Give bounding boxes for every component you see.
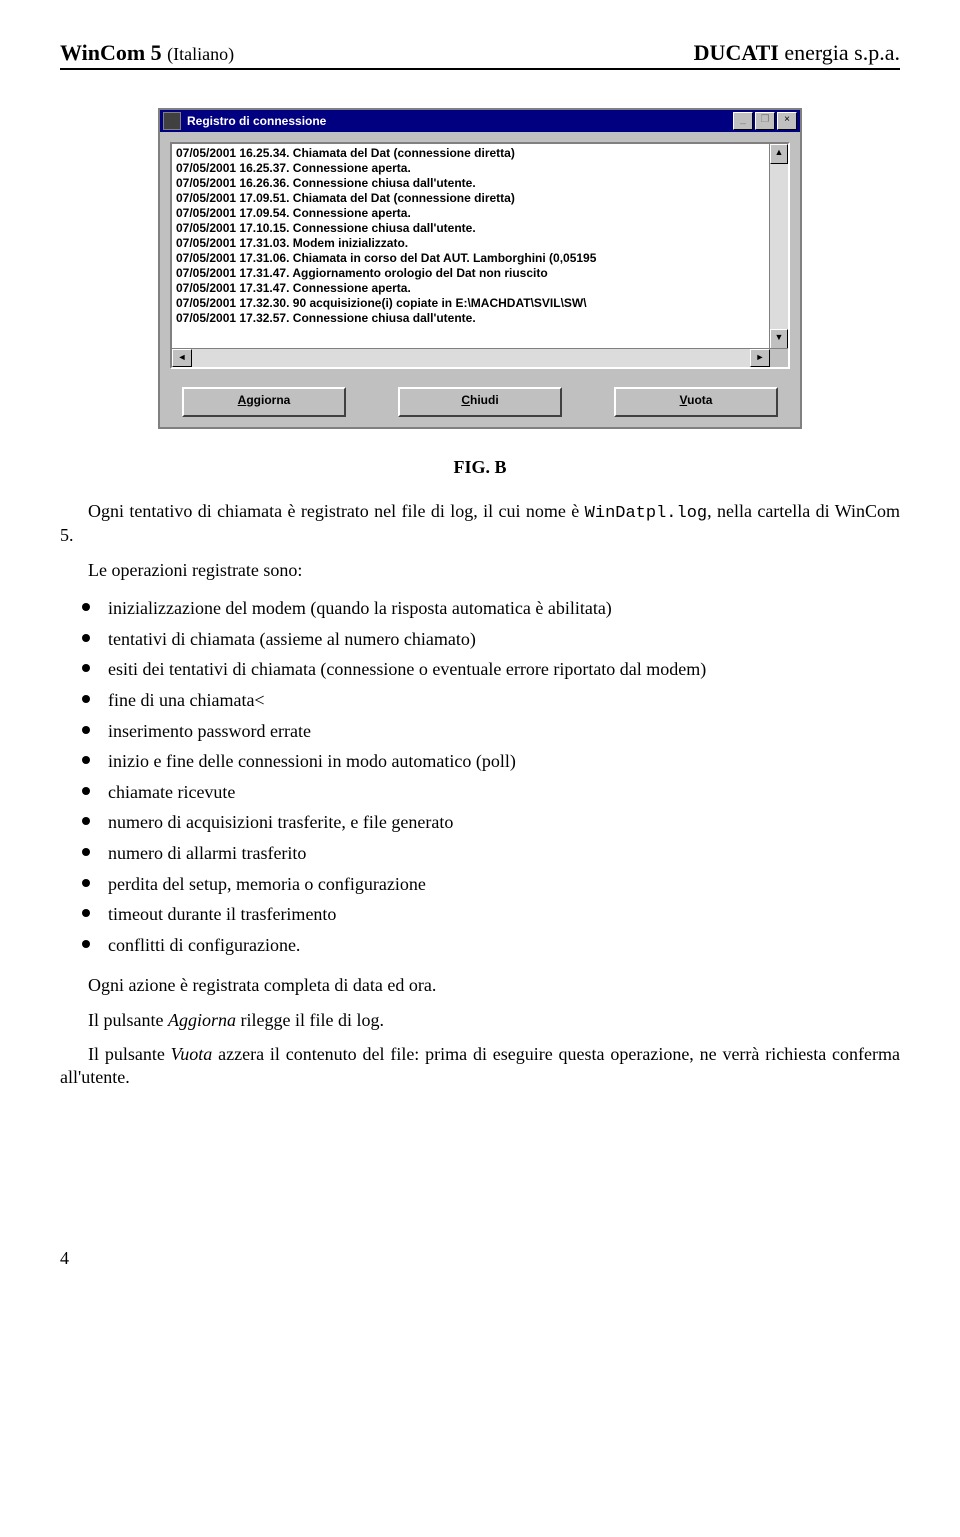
log-line: 07/05/2001 17.32.57. Connessione chiusa … [176, 311, 784, 326]
tail-p3-em: Vuota [171, 1044, 213, 1064]
maximize-button[interactable]: ❐ [755, 112, 775, 130]
log-textarea[interactable]: 07/05/2001 16.25.34. Chiamata del Dat (c… [172, 144, 788, 348]
scroll-up-icon[interactable]: ▲ [770, 144, 788, 164]
tail-p2-post: rilegge il file di log. [236, 1010, 384, 1030]
refresh-label: ggiorna [246, 393, 290, 407]
company-suffix: energia s.p.a. [779, 40, 900, 65]
log-line: 07/05/2001 17.09.51. Chiamata del Dat (c… [176, 191, 784, 206]
tail-p3-pre: Il pulsante [88, 1044, 171, 1064]
empty-button[interactable]: Vuota [614, 387, 778, 417]
log-filename: WinDatpl.log [585, 504, 707, 523]
intro-text-1: Ogni tentativo di chiamata è registrato … [88, 501, 585, 521]
button-row: Aggiorna Chiudi Vuota [170, 387, 790, 417]
log-line: 07/05/2001 17.32.30. 90 acquisizione(i) … [176, 296, 784, 311]
scroll-right-icon[interactable]: ► [750, 349, 770, 367]
close-button[interactable]: Chiudi [398, 387, 562, 417]
window-controls: _ ❐ × [733, 112, 797, 130]
header-right: DUCATI energia s.p.a. [694, 40, 900, 66]
log-textarea-frame: 07/05/2001 16.25.34. Chiamata del Dat (c… [170, 142, 790, 369]
list-item: timeout durante il trasferimento [60, 899, 900, 930]
list-item: numero di acquisizioni trasferite, e fil… [60, 807, 900, 838]
list-item: esiti dei tentativi di chiamata (conness… [60, 654, 900, 685]
window-title: Registro di connessione [187, 114, 733, 128]
list-item: conflitti di configurazione. [60, 930, 900, 961]
list-item: inserimento password errate [60, 716, 900, 747]
list-item: inizializzazione del modem (quando la ri… [60, 593, 900, 624]
scroll-down-icon[interactable]: ▼ [770, 329, 788, 349]
page-number: 4 [60, 1248, 900, 1269]
close-label: hiudi [470, 393, 499, 407]
tail-p2: Il pulsante Aggiorna rilegge il file di … [60, 1009, 900, 1032]
list-item: chiamate ricevute [60, 777, 900, 808]
tail-p2-em: Aggiorna [168, 1010, 236, 1030]
product-lang: (Italiano) [167, 44, 234, 64]
log-line: 07/05/2001 17.09.54. Connessione aperta. [176, 206, 784, 221]
page-header: WinCom 5 (Italiano) DUCATI energia s.p.a… [60, 40, 900, 70]
empty-label: uota [687, 393, 712, 407]
log-line: 07/05/2001 17.31.47. Aggiornamento orolo… [176, 266, 784, 281]
app-icon [163, 112, 181, 130]
horizontal-scrollbar[interactable]: ◄ ► [172, 348, 788, 367]
minimize-button[interactable]: _ [733, 112, 753, 130]
list-item: numero di allarmi trasferito [60, 838, 900, 869]
log-line: 07/05/2001 16.25.37. Connessione aperta. [176, 161, 784, 176]
refresh-button[interactable]: Aggiorna [182, 387, 346, 417]
header-left: WinCom 5 (Italiano) [60, 40, 234, 66]
operations-list: inizializzazione del modem (quando la ri… [60, 593, 900, 960]
connection-log-window: Registro di connessione _ ❐ × 07/05/2001… [158, 108, 802, 429]
close-window-button[interactable]: × [777, 112, 797, 130]
company-brand: DUCATI [694, 40, 779, 65]
close-hotkey: C [461, 393, 470, 407]
scroll-left-icon[interactable]: ◄ [172, 349, 192, 367]
list-item: perdita del setup, memoria o configurazi… [60, 869, 900, 900]
log-line: 07/05/2001 17.31.03. Modem inizializzato… [176, 236, 784, 251]
ops-intro: Le operazioni registrate sono: [60, 559, 900, 582]
log-line: 07/05/2001 17.31.47. Connessione aperta. [176, 281, 784, 296]
vertical-scrollbar[interactable]: ▲ ▼ [769, 144, 788, 349]
list-item: tentativi di chiamata (assieme al numero… [60, 624, 900, 655]
tail-p3: Il pulsante Vuota azzera il contenuto de… [60, 1043, 900, 1088]
product-name: WinCom 5 [60, 40, 162, 65]
tail-p1: Ogni azione è registrata completa di dat… [60, 974, 900, 997]
list-item: fine di una chiamata< [60, 685, 900, 716]
empty-hotkey: V [680, 393, 688, 407]
intro-paragraph: Ogni tentativo di chiamata è registrato … [60, 500, 900, 547]
tail-p2-pre: Il pulsante [88, 1010, 168, 1030]
figure-caption: FIG. B [60, 457, 900, 478]
log-line: 07/05/2001 16.26.36. Connessione chiusa … [176, 176, 784, 191]
list-item: inizio e fine delle connessioni in modo … [60, 746, 900, 777]
log-line: 07/05/2001 17.10.15. Connessione chiusa … [176, 221, 784, 236]
titlebar[interactable]: Registro di connessione _ ❐ × [160, 110, 800, 132]
log-line: 07/05/2001 17.31.06. Chiamata in corso d… [176, 251, 784, 266]
log-line: 07/05/2001 16.25.34. Chiamata del Dat (c… [176, 146, 784, 161]
scroll-corner [770, 349, 788, 367]
window-body: 07/05/2001 16.25.34. Chiamata del Dat (c… [160, 132, 800, 427]
